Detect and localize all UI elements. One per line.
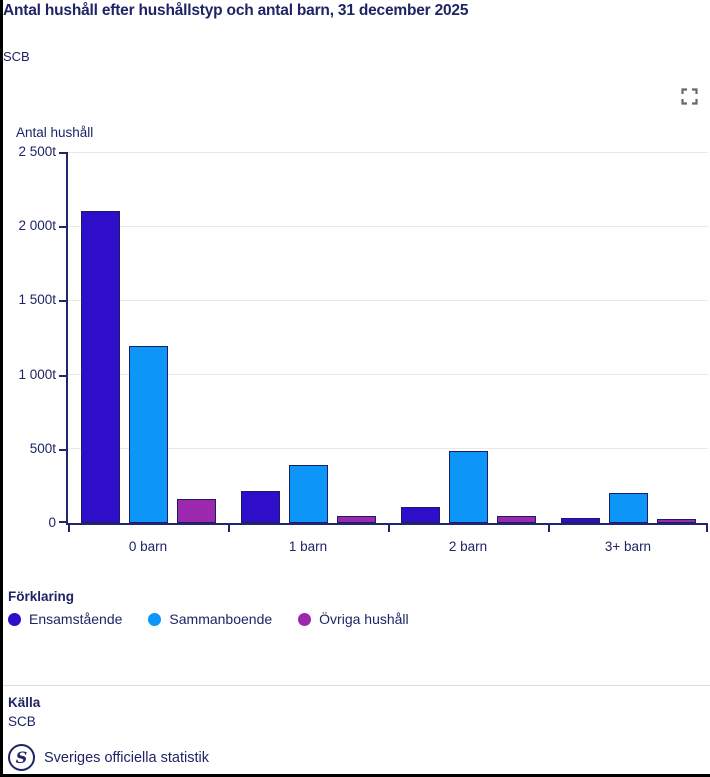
source-heading: Källa bbox=[8, 695, 41, 710]
legend-item[interactable]: Sammanboende bbox=[148, 611, 272, 627]
x-axis-category-label: 1 barn bbox=[288, 539, 328, 554]
fullscreen-button[interactable] bbox=[676, 84, 702, 110]
gridline bbox=[68, 225, 708, 227]
official-statistics-row: S Sveriges officiella statistik bbox=[8, 744, 209, 771]
y-axis-title: Antal hushåll bbox=[16, 125, 94, 140]
chart-bar[interactable] bbox=[560, 518, 600, 523]
x-axis-category-label: 0 barn bbox=[128, 539, 168, 554]
y-axis-tick-label: 500t bbox=[29, 440, 56, 456]
y-axis-tick-label: 1 000t bbox=[18, 366, 56, 382]
chart-bar[interactable] bbox=[336, 516, 376, 523]
chart-bar[interactable] bbox=[448, 451, 488, 523]
left-black-edge bbox=[0, 0, 3, 777]
bottom-black-edge bbox=[0, 774, 710, 777]
x-axis-tick bbox=[388, 525, 390, 532]
gridline bbox=[68, 374, 708, 376]
scb-s-circle-icon: S bbox=[8, 744, 35, 771]
chart-bar[interactable] bbox=[496, 516, 536, 523]
official-statistics-label: Sveriges officiella statistik bbox=[44, 749, 209, 766]
legend-item[interactable]: Ensamstående bbox=[8, 611, 122, 627]
gridline bbox=[68, 151, 708, 153]
y-axis-tick bbox=[59, 226, 66, 229]
gridline bbox=[68, 448, 708, 450]
legend-item[interactable]: Övriga hushåll bbox=[298, 611, 409, 627]
y-axis-tick bbox=[59, 448, 66, 451]
x-axis-tick bbox=[228, 525, 230, 532]
legend-item-label: Ensamstående bbox=[29, 611, 123, 627]
legend-heading: Förklaring bbox=[8, 589, 75, 604]
x-axis-tick bbox=[68, 525, 70, 532]
y-axis-tick bbox=[59, 300, 66, 303]
x-axis-tick bbox=[548, 525, 550, 532]
y-axis-tick bbox=[59, 374, 66, 377]
y-axis-tick-label: 2 000t bbox=[18, 218, 56, 234]
legend-item-label: Sammanboende bbox=[169, 611, 273, 627]
x-axis-tick bbox=[706, 525, 708, 532]
gridline bbox=[68, 299, 708, 301]
legend-marker-circle-icon bbox=[148, 612, 162, 626]
legend: Ensamstående Sammanboende Övriga hushåll bbox=[8, 611, 435, 627]
chart-bar[interactable] bbox=[176, 499, 216, 523]
plot-area: 0 500t 1 000t 1 500t 2 000t 2 500t 0 barn 1 bar… bbox=[18, 144, 708, 554]
chart-bar[interactable] bbox=[128, 346, 168, 523]
legend-marker-circle-icon bbox=[298, 612, 312, 626]
footer-divider bbox=[3, 685, 710, 686]
y-axis-tick-label: 0 bbox=[48, 515, 56, 530]
chart-bar[interactable] bbox=[80, 211, 120, 523]
chart-bar[interactable] bbox=[240, 491, 280, 523]
legend-marker-circle-icon bbox=[8, 612, 21, 626]
fullscreen-expand-icon bbox=[679, 88, 700, 110]
y-axis-tick-label: 2 500t bbox=[18, 144, 56, 159]
chart-title: Antal hushåll efter hushållstyp och anta… bbox=[3, 2, 469, 19]
chart-bar[interactable] bbox=[656, 519, 696, 523]
chart-bar[interactable] bbox=[288, 465, 328, 523]
source-value: SCB bbox=[8, 714, 36, 729]
legend-item-label: Övriga hushåll bbox=[319, 611, 409, 627]
y-axis-tick bbox=[59, 521, 66, 523]
chart-bar[interactable] bbox=[608, 493, 648, 523]
y-axis-tick bbox=[59, 152, 66, 154]
x-axis-category-label: 3+ barn bbox=[604, 539, 652, 554]
chart-subtitle: SCB bbox=[3, 49, 30, 64]
y-axis-tick-label: 1 500t bbox=[18, 292, 56, 308]
x-axis-category-label: 2 barn bbox=[448, 539, 488, 554]
chart-bar[interactable] bbox=[400, 507, 440, 523]
